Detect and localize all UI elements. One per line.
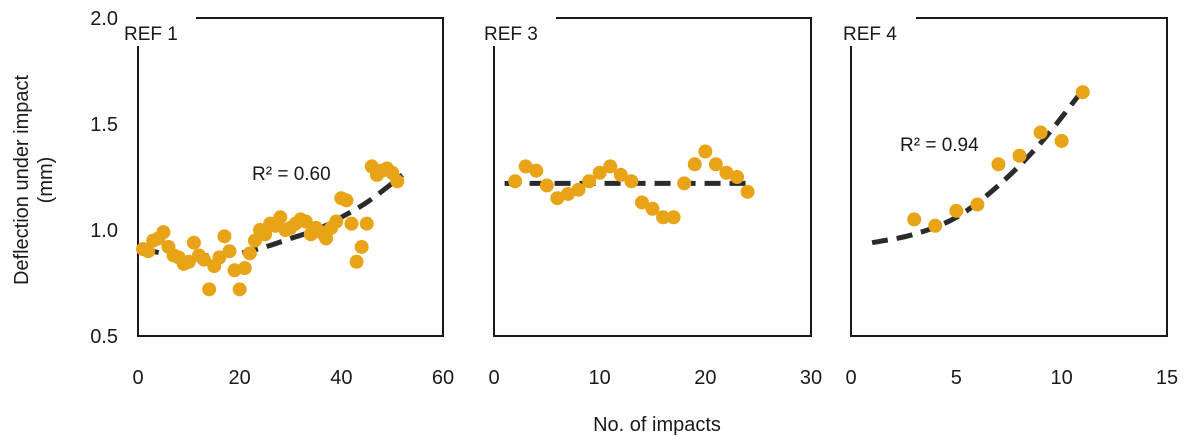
data-point (928, 218, 943, 233)
x-tick-label: 60 (432, 367, 454, 389)
data-point (740, 184, 755, 199)
data-point (656, 210, 671, 225)
panel-label-bg (476, 16, 556, 46)
panel-label-bg (836, 16, 916, 46)
data-point (624, 174, 639, 189)
data-point (518, 159, 533, 174)
r2-label: R² = 0.94 (900, 135, 979, 156)
trend-line (142, 172, 404, 259)
data-point (359, 216, 374, 231)
panel-ref4: REF 4 R² = 0.94 0 5 10 15 (836, 16, 1178, 389)
data-point (242, 246, 257, 261)
data-point (539, 178, 554, 193)
data-point (508, 174, 523, 189)
data-point (329, 214, 344, 229)
data-point (1033, 125, 1048, 140)
data-point (592, 165, 607, 180)
data-point (529, 163, 544, 178)
data-point (222, 244, 237, 259)
panel-label: REF 1 (124, 24, 178, 45)
data-point (708, 157, 723, 172)
data-point (258, 227, 273, 242)
data-point (247, 233, 262, 248)
x-tick-label: 0 (845, 367, 856, 389)
data-point (949, 203, 964, 218)
x-tick-label: 0 (488, 367, 499, 389)
panel-label: REF 4 (843, 24, 897, 45)
data-point (390, 174, 405, 189)
data-point (582, 174, 597, 189)
data-point (1054, 133, 1069, 148)
data-point (970, 197, 985, 212)
data-point (613, 167, 628, 182)
data-point (232, 282, 247, 297)
panel-ref3: REF 3 0 10 20 30 (476, 16, 822, 389)
data-point (141, 244, 156, 259)
y-tick-label: 2.0 (90, 8, 118, 30)
x-tick-label: 10 (1051, 367, 1073, 389)
data-point (991, 157, 1006, 172)
x-tick-label: 30 (800, 367, 822, 389)
data-point (186, 235, 201, 250)
x-tick-label: 20 (694, 367, 716, 389)
x-tick-label: 40 (330, 367, 352, 389)
x-axis-title: No. of impacts (593, 414, 721, 436)
data-point (344, 216, 359, 231)
y-tick-label: 0.5 (90, 326, 118, 348)
trend-line (871, 88, 1085, 246)
data-point (237, 261, 252, 276)
panel-frame (493, 17, 812, 337)
panel-label-bg (118, 16, 196, 46)
data-point (298, 214, 313, 229)
y-axis-unit: (mm) (35, 157, 57, 204)
data-point (550, 191, 565, 206)
data-point (603, 159, 618, 174)
data-point (1075, 85, 1090, 100)
panel-label: REF 3 (484, 24, 538, 45)
data-point (212, 250, 227, 265)
data-point (181, 254, 196, 269)
data-point (677, 176, 692, 191)
panel-frame (850, 17, 1168, 337)
panel-frame (137, 17, 444, 337)
data-point (354, 239, 369, 254)
data-point (560, 186, 575, 201)
r2-label: R² = 0.60 (252, 164, 331, 185)
data-point (319, 231, 334, 246)
data-point (1012, 148, 1027, 163)
x-tick-label: 20 (229, 367, 251, 389)
data-point (634, 195, 649, 210)
data-point (202, 282, 217, 297)
data-point (339, 193, 354, 208)
x-tick-label: 0 (132, 367, 143, 389)
data-point (666, 210, 681, 225)
data-point (730, 170, 745, 184)
data-point (687, 157, 702, 172)
panel-ref1: REF 1 R² = 0.60 0 20 40 60 (118, 16, 454, 389)
data-point (273, 210, 288, 225)
data-point (197, 252, 212, 267)
data-point (217, 229, 232, 244)
data-point (156, 225, 171, 240)
data-point (349, 254, 364, 269)
data-point (571, 182, 586, 197)
x-tick-label: 5 (951, 367, 962, 389)
y-tick-label: 1.0 (90, 220, 118, 242)
y-ticks: 0.5 1.0 1.5 2.0 (90, 8, 118, 348)
data-point (645, 201, 660, 216)
data-point (698, 144, 713, 159)
y-axis-title: Deflection under impact (11, 75, 33, 286)
data-point (907, 212, 922, 227)
y-tick-label: 1.5 (90, 114, 118, 136)
data-point (719, 165, 734, 180)
x-tick-label: 10 (589, 367, 611, 389)
x-tick-label: 15 (1156, 367, 1178, 389)
